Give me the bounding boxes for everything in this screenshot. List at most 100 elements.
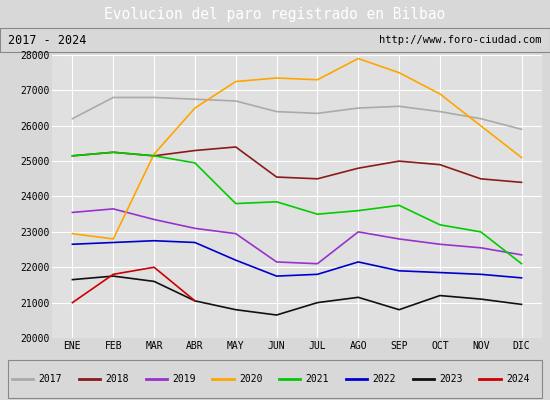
2024 [110, 272, 117, 277]
2021 [110, 150, 117, 155]
2018 [437, 162, 443, 167]
2020 [233, 79, 239, 84]
Text: 2017: 2017 [39, 374, 62, 384]
2017 [314, 111, 321, 116]
2018 [69, 154, 76, 158]
2021 [437, 222, 443, 227]
2023 [233, 307, 239, 312]
Line: 2020: 2020 [73, 58, 521, 239]
2023 [518, 302, 525, 307]
2019 [233, 231, 239, 236]
Text: 2023: 2023 [439, 374, 463, 384]
2019 [314, 261, 321, 266]
2017 [477, 116, 484, 121]
Text: 2020: 2020 [239, 374, 262, 384]
2022 [191, 240, 198, 245]
2021 [314, 212, 321, 216]
Line: 2024: 2024 [73, 267, 195, 303]
2023 [273, 313, 280, 318]
2024 [69, 300, 76, 305]
2024 [151, 265, 157, 270]
Line: 2023: 2023 [73, 276, 521, 315]
2022 [518, 276, 525, 280]
Text: 2021: 2021 [306, 374, 329, 384]
2020 [477, 123, 484, 128]
2019 [477, 245, 484, 250]
2019 [437, 242, 443, 247]
2021 [151, 154, 157, 158]
2018 [518, 180, 525, 185]
Text: Evolucion del paro registrado en Bilbao: Evolucion del paro registrado en Bilbao [104, 6, 446, 22]
2020 [518, 155, 525, 160]
2021 [355, 208, 361, 213]
2020 [191, 106, 198, 110]
Line: 2017: 2017 [73, 98, 521, 129]
2018 [233, 144, 239, 149]
2018 [191, 148, 198, 153]
2018 [355, 166, 361, 170]
2022 [437, 270, 443, 275]
2019 [273, 260, 280, 264]
2018 [477, 176, 484, 181]
2020 [273, 76, 280, 80]
2017 [69, 116, 76, 121]
Text: 2017 - 2024: 2017 - 2024 [8, 34, 87, 46]
2019 [518, 252, 525, 257]
2023 [477, 297, 484, 302]
2021 [191, 160, 198, 165]
2017 [110, 95, 117, 100]
2019 [110, 206, 117, 211]
2023 [437, 293, 443, 298]
2022 [273, 274, 280, 278]
2018 [151, 154, 157, 158]
2023 [110, 274, 117, 278]
2019 [151, 217, 157, 222]
2018 [110, 150, 117, 155]
2023 [355, 295, 361, 300]
2020 [396, 70, 403, 75]
2023 [314, 300, 321, 305]
Line: 2018: 2018 [73, 147, 521, 182]
2017 [518, 127, 525, 132]
Text: http://www.foro-ciudad.com: http://www.foro-ciudad.com [379, 35, 542, 45]
Line: 2021: 2021 [73, 152, 521, 264]
2018 [314, 176, 321, 181]
2022 [69, 242, 76, 247]
2021 [273, 200, 280, 204]
Text: 2019: 2019 [172, 374, 196, 384]
Line: 2019: 2019 [73, 209, 521, 264]
2021 [233, 201, 239, 206]
2019 [396, 236, 403, 241]
2023 [396, 307, 403, 312]
2017 [273, 109, 280, 114]
2023 [69, 277, 76, 282]
2021 [69, 154, 76, 158]
2018 [396, 159, 403, 164]
2022 [355, 260, 361, 264]
2017 [191, 97, 198, 102]
2019 [191, 226, 198, 231]
2020 [355, 56, 361, 61]
2019 [355, 230, 361, 234]
2022 [314, 272, 321, 277]
2020 [69, 231, 76, 236]
2022 [396, 268, 403, 273]
Line: 2022: 2022 [73, 241, 521, 278]
2020 [110, 236, 117, 241]
2017 [151, 95, 157, 100]
2024 [191, 298, 198, 303]
2017 [437, 109, 443, 114]
2019 [69, 210, 76, 215]
2022 [477, 272, 484, 277]
2023 [191, 298, 198, 303]
Text: 2024: 2024 [506, 374, 530, 384]
2022 [110, 240, 117, 245]
2018 [273, 175, 280, 180]
2023 [151, 279, 157, 284]
2017 [396, 104, 403, 109]
2020 [151, 152, 157, 156]
2017 [233, 98, 239, 103]
Text: 2018: 2018 [106, 374, 129, 384]
2020 [314, 77, 321, 82]
2017 [355, 106, 361, 110]
